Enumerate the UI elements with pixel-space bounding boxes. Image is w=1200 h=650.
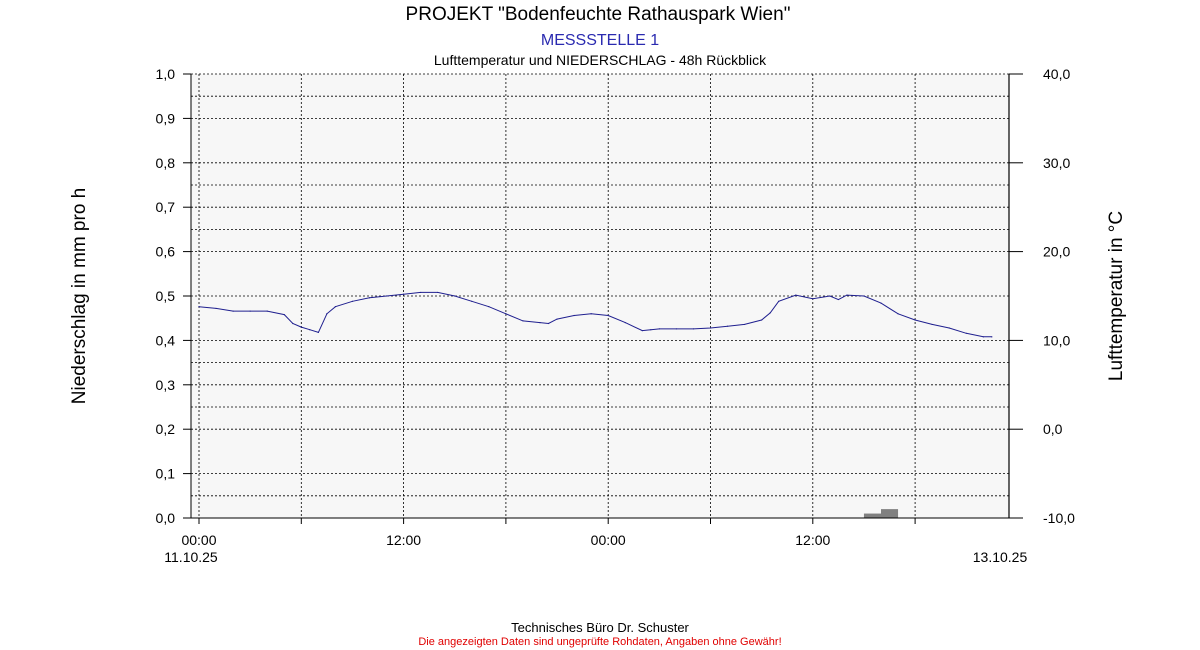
temperature-point <box>658 328 660 330</box>
temperature-point <box>539 322 541 324</box>
x-tick-label-date: 13.10.25 <box>973 549 1028 565</box>
temperature-point <box>292 322 294 325</box>
right-tick-label: 20,0 <box>1043 244 1070 260</box>
temperature-point <box>982 336 984 338</box>
left-tick-label: 0,1 <box>156 466 176 482</box>
x-tick-label-time: 00:00 <box>591 532 626 548</box>
temperature-point <box>556 318 558 320</box>
temperature-point <box>709 327 712 329</box>
temperature-point <box>471 300 473 302</box>
left-tick-label: 0,7 <box>156 199 176 215</box>
left-tick-label: 0,9 <box>156 110 176 126</box>
right-axis-label: Lufttemperatur in °C <box>1106 211 1127 381</box>
temperature-point <box>420 291 422 294</box>
temperature-point <box>675 328 678 330</box>
temperature-point <box>795 294 797 296</box>
temperature-point <box>488 306 490 308</box>
temperature-point <box>249 310 251 312</box>
chart-title: PROJEKT "Bodenfeuchte Rathauspark Wien" <box>406 4 791 25</box>
temperature-point <box>837 298 839 301</box>
temperature-point <box>692 328 695 330</box>
right-tick-label: 0,0 <box>1043 421 1063 437</box>
x-tick-label-date: 11.10.25 <box>164 549 218 565</box>
left-tick-label: 0,2 <box>156 421 176 437</box>
left-axis-label: Niederschlag in mm pro h <box>69 188 90 404</box>
left-tick-label: 1,0 <box>156 66 176 82</box>
temperature-point <box>403 293 405 295</box>
temperature-point <box>266 310 268 312</box>
temperature-point <box>914 319 916 321</box>
temperature-point <box>385 295 388 297</box>
temperature-point <box>590 313 592 315</box>
left-tick-label: 0,4 <box>156 332 176 348</box>
temperature-point <box>232 310 234 312</box>
temperature-point <box>573 314 575 317</box>
temperature-point <box>948 327 950 329</box>
temperature-point <box>931 323 933 326</box>
left-tick-label: 0,6 <box>156 244 176 260</box>
footer-company: Technisches Büro Dr. Schuster <box>511 620 689 635</box>
temperature-point <box>650 329 652 331</box>
temperature-point <box>317 331 319 334</box>
temperature-point <box>778 300 780 302</box>
right-axis-ticks: -10,0 0,0 10,0 20,0 30,0 40,0 <box>1009 66 1075 526</box>
temperature-point <box>326 313 328 315</box>
temperature-point <box>641 330 643 332</box>
temperature-point <box>351 300 354 302</box>
right-tick-label: 40,0 <box>1043 66 1070 82</box>
left-tick-label: 0,3 <box>156 377 176 393</box>
temperature-point <box>897 313 899 315</box>
right-tick-label: -10,0 <box>1043 510 1075 526</box>
right-tick-label: 10,0 <box>1043 332 1070 348</box>
temperature-point <box>437 291 439 294</box>
temperature-point <box>454 295 456 297</box>
temperature-series <box>198 291 993 338</box>
left-tick-label: 0,5 <box>156 288 176 304</box>
temperature-point <box>965 332 967 334</box>
temperature-point <box>744 323 746 326</box>
temperature-point <box>846 294 848 296</box>
temperature-point <box>880 302 882 304</box>
temperature-point <box>726 325 729 327</box>
temperature-point <box>624 322 626 324</box>
temperature-point <box>522 320 524 322</box>
temperature-point <box>607 314 609 317</box>
temperature-point <box>761 319 763 321</box>
right-tick-label: 30,0 <box>1043 155 1070 171</box>
left-tick-label: 0,0 <box>156 510 176 526</box>
x-tick-label-time: 12:00 <box>386 532 421 548</box>
temperature-point <box>309 329 311 331</box>
temperature-point <box>215 307 217 310</box>
temperature-point <box>198 306 200 308</box>
temperature-point <box>283 314 285 316</box>
temperature-point <box>769 312 771 314</box>
precip-bar-0 <box>863 513 881 518</box>
x-tick-label-time: 12:00 <box>795 532 830 548</box>
footer-disclaimer: Die angezeigten Daten sind ungeprüfte Ro… <box>418 636 781 648</box>
temperature-point <box>505 313 507 315</box>
temperature-point <box>991 336 993 338</box>
grid-lines <box>191 73 1009 518</box>
temperature-point <box>300 326 302 328</box>
left-tick-label: 0,8 <box>156 155 176 171</box>
temperature-point <box>812 298 814 300</box>
x-tick-label-time: 00:00 <box>181 532 216 548</box>
chart-subtitle: MESSSTELLE 1 <box>541 32 659 49</box>
temperature-point <box>368 297 371 299</box>
precip-bar-1 <box>881 509 899 518</box>
precipitation-bars <box>863 509 899 518</box>
temperature-point <box>863 295 865 297</box>
temperature-point <box>334 306 336 308</box>
left-axis-ticks: 0,0 0,1 0,2 0,3 0,4 0,5 0,6 0,7 0,8 0,9 1,0 <box>156 66 191 526</box>
temperature-point <box>829 295 831 297</box>
temperature-point <box>547 322 550 325</box>
chart-subsubtitle: Lufttemperatur und NIEDERSCHLAG - 48h Rü… <box>434 52 767 68</box>
